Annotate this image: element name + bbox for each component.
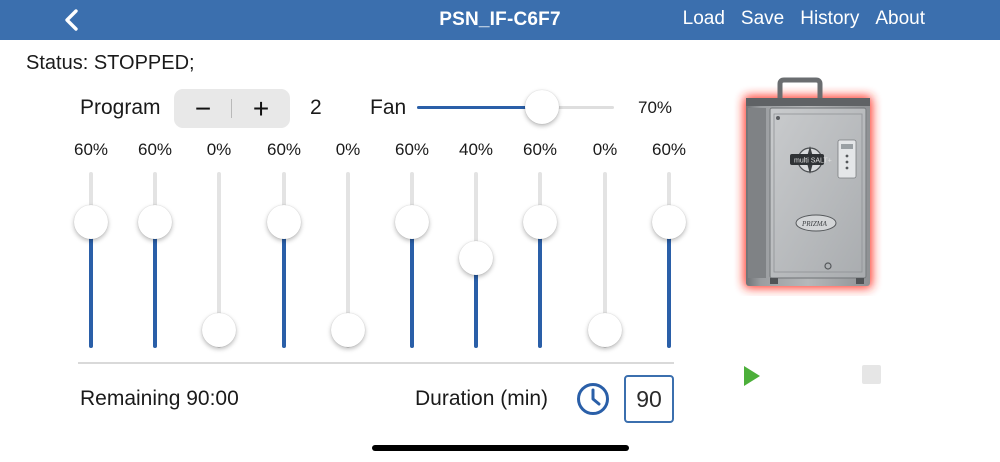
device-image: multi SALT+ PRIZMA xyxy=(728,74,886,296)
zone-slider-track[interactable] xyxy=(89,172,93,348)
zone-slider-fill xyxy=(410,222,414,348)
program-value: 2 xyxy=(310,96,322,119)
zone-value-label: 40% xyxy=(458,140,494,159)
program-stepper: − + xyxy=(174,89,290,128)
stop-button[interactable] xyxy=(862,365,881,384)
fan-slider-track[interactable] xyxy=(417,106,614,109)
duration-label: Duration (min) xyxy=(415,387,549,410)
zone-value-label: 60% xyxy=(266,140,302,159)
play-icon xyxy=(744,366,760,386)
zone-slider-track[interactable] xyxy=(603,172,607,348)
status-text: Status: STOPPED; xyxy=(26,52,195,74)
device-brand-text: PRIZMA xyxy=(801,220,828,228)
zone-slider-track[interactable] xyxy=(538,172,542,348)
save-button[interactable]: Save xyxy=(740,8,785,29)
zone-slider-track[interactable] xyxy=(217,172,221,348)
zone-value-label: 60% xyxy=(522,140,558,159)
zone-slider-thumb[interactable] xyxy=(331,313,365,347)
play-button[interactable] xyxy=(742,365,762,387)
zone-slider-fill xyxy=(89,222,93,348)
program-increment-button[interactable]: + xyxy=(252,92,270,124)
zone-slider-fill xyxy=(474,258,478,348)
zone-value-label: 60% xyxy=(73,140,109,159)
chevron-left-icon xyxy=(65,9,78,31)
remaining-time: Remaining 90:00 xyxy=(80,387,239,410)
nav-menu: Load Save History About xyxy=(683,8,925,30)
zone-slider-thumb[interactable] xyxy=(138,205,172,239)
zone-slider-thumb[interactable] xyxy=(459,241,493,275)
duration-input[interactable]: 90 xyxy=(624,375,674,423)
load-button[interactable]: Load xyxy=(682,8,725,29)
fan-label: Fan xyxy=(370,96,407,119)
zone-value-label: 60% xyxy=(137,140,173,159)
zone-slider-thumb[interactable] xyxy=(202,313,236,347)
zone-slider-thumb[interactable] xyxy=(523,205,557,239)
zone-slider-track[interactable] xyxy=(153,172,157,348)
zone-value-label: 60% xyxy=(394,140,430,159)
about-button[interactable]: About xyxy=(875,8,925,29)
zone-slider-thumb[interactable] xyxy=(74,205,108,239)
zone-slider-fill xyxy=(282,222,286,348)
zone-slider-fill xyxy=(667,222,671,348)
fan-slider-thumb[interactable] xyxy=(524,90,559,124)
zone-value-label: 60% xyxy=(651,140,687,159)
stepper-divider xyxy=(231,99,232,118)
zone-slider-track[interactable] xyxy=(410,172,414,348)
zone-value-label: 0% xyxy=(592,140,618,159)
program-decrement-button[interactable]: − xyxy=(194,92,212,124)
zone-slider-thumb[interactable] xyxy=(395,205,429,239)
zone-value-label: 0% xyxy=(206,140,232,159)
zone-slider-thumb[interactable] xyxy=(267,205,301,239)
device-badge-text: multi SALT+ xyxy=(794,158,832,165)
zone-slider-track[interactable] xyxy=(346,172,350,348)
program-label: Program xyxy=(80,96,161,119)
clock-icon[interactable] xyxy=(575,381,611,417)
zone-slider-track[interactable] xyxy=(282,172,286,348)
home-indicator xyxy=(372,445,629,451)
history-button[interactable]: History xyxy=(800,8,860,29)
zone-slider-track[interactable] xyxy=(667,172,671,348)
navigation-bar: PSN_IF-C6F7 Load Save History About xyxy=(0,0,1000,40)
zone-slider-thumb[interactable] xyxy=(652,205,686,239)
zone-slider-thumb[interactable] xyxy=(588,313,622,347)
divider xyxy=(78,362,674,364)
fan-value: 70% xyxy=(638,98,673,117)
zone-slider-fill xyxy=(153,222,157,348)
zone-value-label: 0% xyxy=(335,140,361,159)
back-button[interactable] xyxy=(58,4,88,36)
fan-slider-fill xyxy=(417,106,542,109)
zone-slider-fill xyxy=(538,222,542,348)
